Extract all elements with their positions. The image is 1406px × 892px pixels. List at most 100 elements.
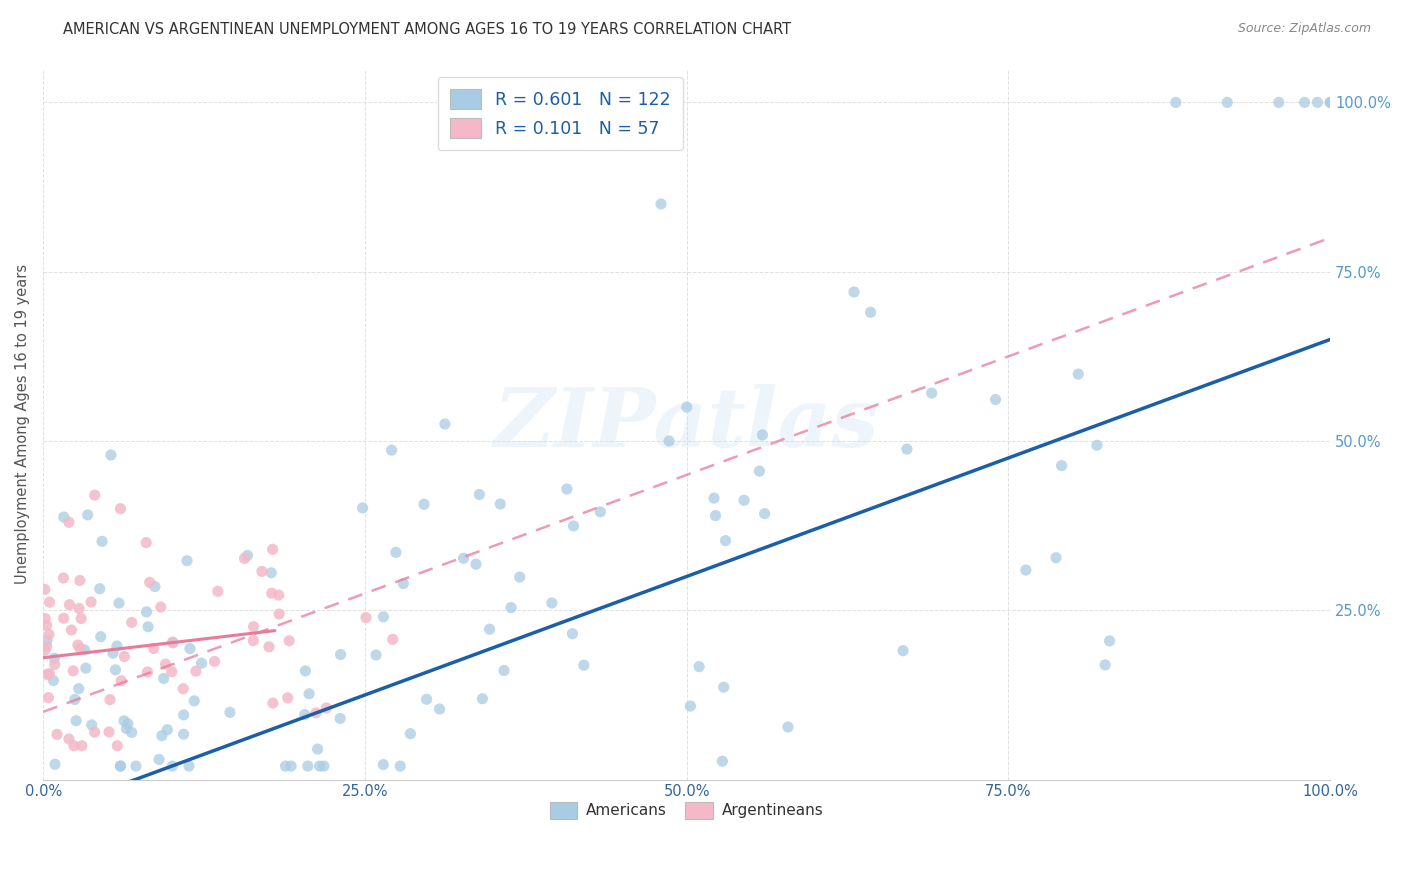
Point [555, 482, 578, 496]
Point [136, 665, 159, 679]
Point [58, 598, 80, 612]
Point [105, 739, 128, 753]
Point [176, 554, 198, 568]
Point [748, 464, 770, 478]
Point [312, 759, 335, 773]
Point [155, 657, 177, 672]
Point [1098, 634, 1121, 648]
Point [73, 643, 96, 657]
Point [172, 681, 194, 696]
Point [233, 551, 256, 566]
Point [1268, 95, 1291, 110]
Point [392, 576, 415, 591]
Point [242, 620, 264, 634]
Point [37, 667, 59, 681]
Point [110, 501, 132, 516]
Point [389, 759, 412, 773]
Point [58, 515, 80, 529]
Point [63, 692, 86, 706]
Point [121, 615, 143, 630]
Point [453, 551, 475, 566]
Point [90, 630, 112, 644]
Point [1067, 367, 1090, 381]
Point [70, 611, 93, 625]
Point [262, 542, 284, 557]
Point [257, 640, 280, 654]
Point [562, 519, 585, 533]
Point [501, 600, 523, 615]
Point [83, 725, 105, 739]
Point [89, 582, 111, 596]
Point [44, 657, 66, 672]
Point [260, 586, 283, 600]
Point [115, 722, 138, 736]
Point [69, 574, 91, 588]
Point [1306, 95, 1329, 110]
Point [381, 443, 404, 458]
Point [62, 664, 84, 678]
Point [173, 727, 195, 741]
Point [100, 448, 122, 462]
Point [236, 549, 259, 563]
Point [329, 711, 352, 725]
Point [754, 507, 776, 521]
Point [143, 580, 166, 594]
Point [733, 493, 755, 508]
Point [52, 611, 75, 625]
Point [373, 757, 395, 772]
Point [896, 442, 918, 457]
Point [688, 659, 710, 673]
Point [675, 400, 697, 414]
Point [177, 759, 200, 773]
Point [267, 588, 290, 602]
Text: Source: ZipAtlas.com: Source: ZipAtlas.com [1237, 22, 1371, 36]
Point [150, 729, 173, 743]
Point [160, 665, 183, 679]
Point [34, 612, 56, 626]
Point [713, 680, 735, 694]
Point [156, 723, 179, 737]
Point [260, 566, 283, 580]
Point [67, 681, 90, 696]
Point [250, 565, 273, 579]
Point [98, 725, 121, 739]
Point [478, 622, 501, 636]
Point [489, 497, 512, 511]
Point [354, 610, 377, 624]
Point [277, 690, 299, 705]
Point [714, 533, 737, 548]
Point [242, 633, 264, 648]
Point [269, 607, 291, 621]
Point [415, 692, 437, 706]
Point [190, 656, 212, 670]
Point [352, 500, 374, 515]
Point [1216, 95, 1239, 110]
Point [219, 706, 242, 720]
Point [142, 641, 165, 656]
Point [1319, 95, 1341, 110]
Point [465, 557, 488, 571]
Point [76, 508, 98, 522]
Point [162, 759, 184, 773]
Point [121, 725, 143, 739]
Point [42, 673, 65, 688]
Point [149, 600, 172, 615]
Point [105, 639, 128, 653]
Point [294, 664, 316, 678]
Point [101, 646, 124, 660]
Point [433, 417, 456, 431]
Point [35, 618, 58, 632]
Point [80, 718, 103, 732]
Point [35, 640, 58, 654]
Point [297, 759, 319, 773]
Point [136, 620, 159, 634]
Point [162, 636, 184, 650]
Point [110, 759, 132, 773]
Point [125, 759, 148, 773]
Point [34, 582, 56, 597]
Point [1164, 95, 1187, 110]
Point [63, 739, 86, 753]
Point [135, 535, 157, 549]
Point [37, 690, 59, 705]
Point [492, 664, 515, 678]
